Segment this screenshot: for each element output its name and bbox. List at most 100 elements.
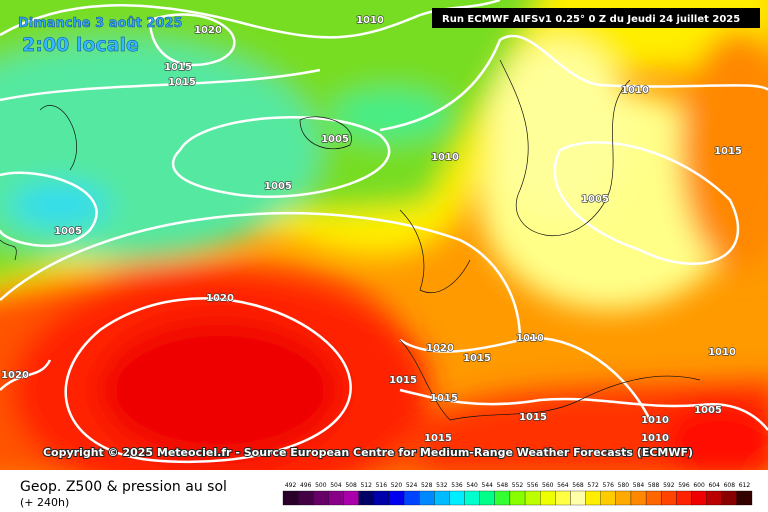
scale-label: 540 — [466, 482, 478, 489]
scale-label: 528 — [421, 482, 433, 489]
scale-label: 500 — [315, 482, 327, 489]
scale-swatch — [419, 490, 435, 506]
isobar-label: 1010 — [431, 152, 459, 163]
footer-title: Geop. Z500 & pression au sol — [20, 479, 227, 495]
scale-swatch — [585, 490, 601, 506]
scale-label: 600 — [693, 482, 705, 489]
lead-time: (+ 240h) — [20, 496, 69, 509]
scale-label: 556 — [527, 482, 539, 489]
isobar-label: 1015 — [168, 77, 196, 88]
scale-label: 576 — [603, 482, 615, 489]
isobar-label: 1005 — [694, 405, 722, 416]
isobar-label: 1010 — [708, 347, 736, 358]
scale-swatch — [540, 490, 556, 506]
isobar-label: 1020 — [1, 370, 29, 381]
isobar-label: 1005 — [321, 134, 349, 145]
scale-label: 532 — [436, 482, 448, 489]
scale-label: 596 — [678, 482, 690, 489]
isobar-label: 1005 — [54, 226, 82, 237]
scale-swatch — [570, 490, 586, 506]
scale-label: 568 — [572, 482, 584, 489]
scale-label: 572 — [587, 482, 599, 489]
scale-label: 548 — [497, 482, 509, 489]
run-info: Run ECMWF AIFSv1 0.25° 0 Z du Jeudi 24 j… — [442, 14, 740, 25]
isobar-lines — [0, 0, 768, 464]
isobar-label: 1005 — [264, 181, 292, 192]
scale-swatch — [373, 490, 390, 506]
isobar-label: 1015 — [389, 375, 417, 386]
copyright: Copyright © 2025 Meteociel.fr - Source E… — [43, 446, 693, 459]
scale-label: 612 — [739, 482, 751, 489]
local-time: 2:00 locale — [22, 34, 139, 56]
isobar-label: 1005 — [581, 194, 609, 205]
scale-label: 536 — [451, 482, 463, 489]
scale-label: 580 — [618, 482, 630, 489]
scale-swatch — [358, 490, 374, 506]
isobar-labels: 1010 1020 1015 1015 1010 1005 1010 1015 1005 1005… — [0, 14, 742, 444]
isobar-label: 1020 — [206, 293, 234, 304]
scale-swatch — [676, 490, 692, 506]
scale-swatch — [615, 490, 632, 506]
scale-label: 588 — [648, 482, 660, 489]
scale-swatch — [661, 490, 677, 506]
isobar-label: 1010 — [641, 433, 669, 444]
scale-swatch — [343, 490, 359, 506]
scale-swatch — [509, 490, 526, 506]
coastlines — [0, 59, 701, 421]
scale-swatch — [434, 490, 450, 506]
scale-swatch — [524, 490, 541, 506]
isobar-label: 1010 — [641, 415, 669, 426]
scale-swatch — [691, 490, 707, 506]
scale-swatch — [645, 490, 662, 506]
scale-swatch — [555, 490, 571, 506]
scale-label: 560 — [542, 482, 554, 489]
scale-swatch — [449, 490, 465, 506]
scale-swatch — [600, 490, 616, 506]
run-banner — [432, 8, 760, 28]
scale-label: 512 — [360, 482, 372, 489]
scale-swatch — [282, 490, 299, 506]
scale-label: 520 — [391, 482, 403, 489]
scale-swatch — [403, 490, 420, 506]
scale-label: 552 — [512, 482, 524, 489]
forecast-date: Dimanche 3 août 2025 — [18, 16, 183, 31]
isobar-label: 1015 — [164, 62, 192, 73]
scale-label: 496 — [300, 482, 312, 489]
scale-label: 592 — [663, 482, 675, 489]
isobar-label: 1010 — [356, 15, 384, 26]
scale-swatch — [736, 490, 753, 506]
scale-swatch — [630, 490, 647, 506]
isobar-label: 1020 — [194, 25, 222, 36]
scale-label: 524 — [406, 482, 418, 489]
scale-swatch — [297, 490, 314, 506]
scale-swatch — [388, 490, 405, 506]
isobar-label: 1010 — [516, 333, 544, 344]
isobar-label: 1015 — [430, 393, 458, 404]
scale-swatch — [313, 490, 329, 506]
isobar-label: 1015 — [519, 412, 547, 423]
scale-label: 584 — [633, 482, 645, 489]
scale-label: 492 — [285, 482, 297, 489]
color-scale: 492 496 500 504 508 512 516 520 524 528 532 536 540 5… — [282, 482, 753, 506]
scale-label: 608 — [724, 482, 736, 489]
scale-label: 516 — [376, 482, 388, 489]
isobar-label: 1015 — [714, 146, 742, 157]
isobar-label: 1015 — [424, 433, 452, 444]
scale-swatch — [479, 490, 495, 506]
scale-swatch — [328, 490, 344, 506]
isobar-label: 1015 — [463, 353, 491, 364]
scale-swatch — [706, 490, 722, 506]
scale-swatch — [494, 490, 511, 506]
scale-swatch — [464, 490, 480, 506]
scale-label: 504 — [330, 482, 342, 489]
scale-label: 508 — [345, 482, 357, 489]
scale-label: 544 — [482, 482, 494, 489]
isobar-label: 1010 — [621, 85, 649, 96]
isobar-label: 1020 — [426, 343, 454, 354]
scale-label: 564 — [557, 482, 569, 489]
scale-swatch — [721, 490, 738, 506]
scale-label: 604 — [708, 482, 720, 489]
